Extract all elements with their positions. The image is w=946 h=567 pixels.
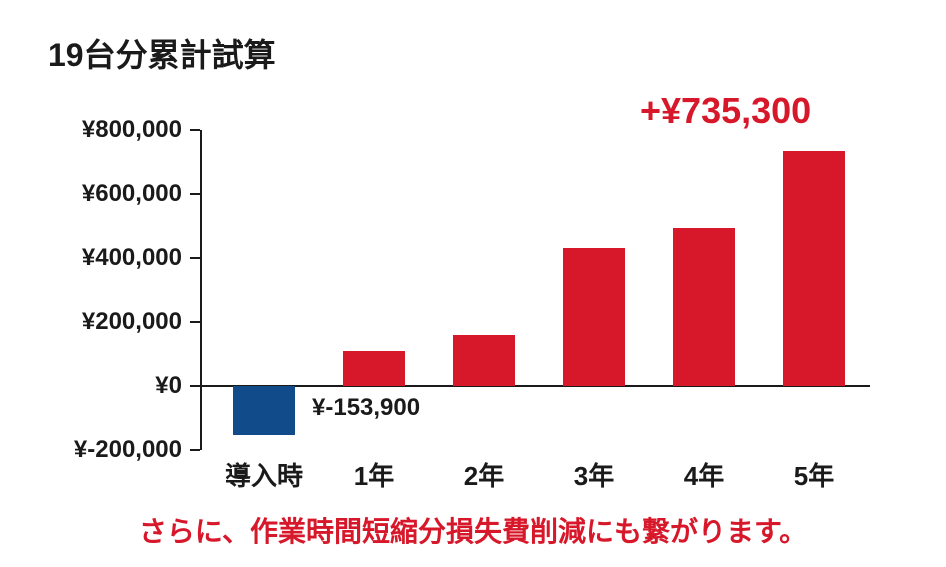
y-tick-label: ¥600,000 bbox=[0, 180, 182, 208]
bar-3 bbox=[563, 248, 625, 386]
bar-4 bbox=[673, 228, 735, 386]
bar-annotation: ¥-153,900 bbox=[312, 394, 420, 422]
bar-5 bbox=[783, 151, 845, 386]
y-tick-mark bbox=[190, 385, 200, 387]
y-tick-label: ¥0 bbox=[0, 372, 182, 400]
callout-value: +¥735,300 bbox=[640, 90, 811, 132]
chart-title: 19台分累計試算 bbox=[48, 30, 276, 76]
footnote: さらに、作業時間短縮分損失費削減にも繋がります。 bbox=[0, 510, 946, 550]
y-tick-label: ¥200,000 bbox=[0, 308, 182, 336]
x-tick-label: 2年 bbox=[429, 456, 539, 493]
y-tick-mark bbox=[190, 193, 200, 195]
x-tick-label: 5年 bbox=[759, 456, 869, 493]
y-tick-mark bbox=[190, 257, 200, 259]
y-axis-line bbox=[200, 130, 202, 450]
y-tick-mark bbox=[190, 129, 200, 131]
bar-2 bbox=[453, 335, 515, 386]
x-tick-label: 4年 bbox=[649, 456, 759, 493]
x-tick-label: 3年 bbox=[539, 456, 649, 493]
y-tick-label: ¥400,000 bbox=[0, 244, 182, 272]
y-tick-mark bbox=[190, 449, 200, 451]
y-tick-label: ¥-200,000 bbox=[0, 436, 182, 464]
y-tick-mark bbox=[190, 321, 200, 323]
y-tick-label: ¥800,000 bbox=[0, 116, 182, 144]
x-tick-label: 1年 bbox=[319, 456, 429, 493]
x-axis-line bbox=[200, 385, 870, 387]
bar-1 bbox=[343, 351, 405, 386]
plot-area: ¥-153,900 bbox=[200, 130, 870, 450]
x-tick-label: 導入時 bbox=[209, 456, 319, 493]
bar-0 bbox=[233, 386, 295, 435]
